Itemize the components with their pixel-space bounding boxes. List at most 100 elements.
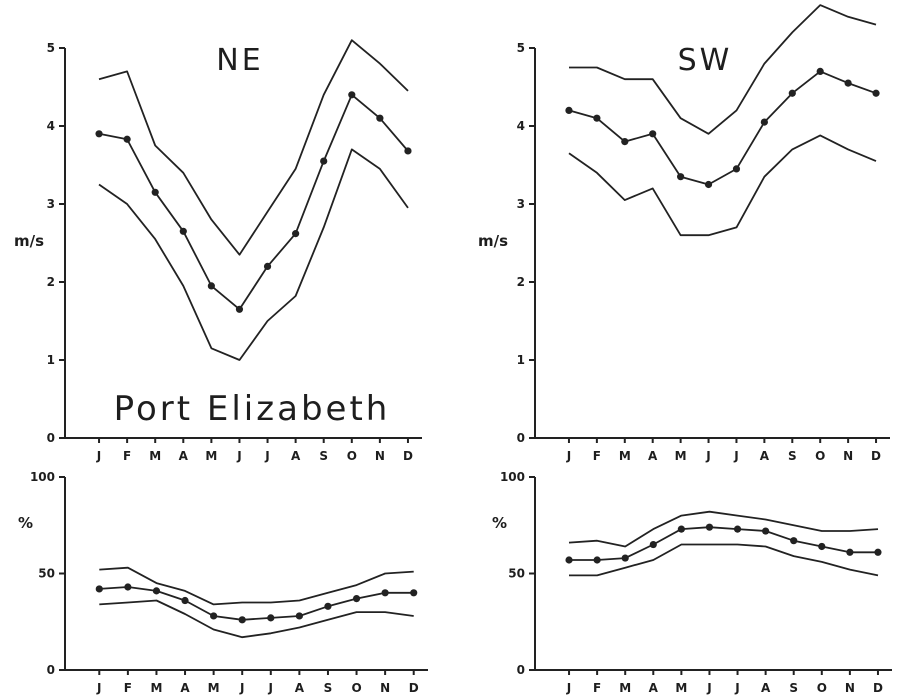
data-point (565, 106, 573, 114)
data-point (818, 542, 826, 551)
month-label: M (675, 681, 687, 695)
y-tick-label: 0 (517, 431, 525, 445)
month-label: D (871, 449, 881, 463)
series-line-upper (99, 566, 414, 606)
data-point (762, 527, 770, 535)
y-tick-label: 3 (47, 197, 55, 211)
month-label: A (180, 681, 190, 695)
data-point (790, 537, 798, 545)
y-tick-label: 4 (47, 119, 55, 133)
month-label: F (593, 449, 601, 463)
month-label: D (873, 681, 883, 695)
data-point (320, 157, 328, 165)
data-point (565, 556, 573, 564)
month-label: F (593, 681, 601, 695)
data-point (238, 616, 246, 624)
data-point (95, 585, 103, 593)
data-point (267, 614, 275, 622)
y-tick-label: 2 (517, 275, 525, 289)
data-point (874, 548, 882, 556)
month-label: D (403, 449, 413, 463)
ne_percent-panel: 0 50 100 J F M A M J J A S O N D% (18, 470, 428, 695)
data-point (235, 305, 244, 313)
data-point (376, 114, 384, 122)
data-point (593, 556, 601, 564)
month-label: F (123, 449, 131, 463)
data-point (732, 165, 741, 173)
data-point (152, 587, 161, 595)
month-label: J (705, 449, 710, 463)
data-point (123, 135, 131, 143)
data-point (263, 262, 272, 270)
data-point (816, 67, 824, 75)
month-label: M (149, 449, 161, 463)
y-axis-unit: % (492, 514, 507, 532)
month-label: A (760, 449, 770, 463)
series-line-upper (568, 510, 879, 548)
series-line-mean (99, 586, 414, 621)
month-label: O (347, 449, 357, 463)
data-point (733, 525, 742, 533)
month-label: A (648, 449, 658, 463)
series-line-upper (98, 39, 409, 256)
series-line-upper (569, 4, 877, 135)
month-label: A (649, 681, 659, 695)
panel-title: NE (216, 43, 263, 78)
series-line-mean (568, 70, 877, 186)
y-tick-label: 100 (500, 470, 525, 484)
month-label: M (675, 449, 687, 463)
data-point (649, 540, 657, 549)
y-tick-label: 4 (517, 119, 525, 133)
month-label: A (761, 681, 771, 695)
y-tick-label: 2 (47, 275, 55, 289)
data-point (872, 89, 880, 97)
month-label: J (239, 681, 244, 695)
ne_speed-panel: 0 1 2 3 4 5 J F M A M J J A S O N Dm/s NE (14, 39, 422, 463)
series-line-lower (568, 134, 877, 237)
y-tick-label: 100 (30, 470, 55, 484)
month-label: S (324, 681, 333, 695)
month-label: J (268, 681, 273, 695)
data-point (292, 230, 300, 238)
data-point (621, 138, 629, 146)
month-label: J (566, 681, 571, 695)
month-label: M (619, 681, 631, 695)
month-label: M (619, 449, 631, 463)
y-tick-label: 0 (47, 663, 55, 677)
data-point (207, 282, 215, 290)
month-label: F (124, 681, 132, 695)
month-label: J (96, 449, 101, 463)
data-point (95, 130, 103, 138)
data-point (846, 548, 854, 556)
y-tick-label: 50 (508, 567, 525, 581)
data-point (295, 612, 303, 620)
month-label: J (96, 681, 101, 695)
month-label: N (843, 449, 853, 463)
series-line-lower (99, 599, 414, 639)
month-label: O (351, 681, 361, 695)
month-label: A (179, 449, 189, 463)
month-label: O (815, 449, 825, 463)
month-label: J (264, 449, 269, 463)
data-point (677, 525, 685, 533)
series-line-lower (569, 543, 879, 577)
data-point (324, 602, 332, 610)
data-point (677, 173, 685, 181)
y-tick-label: 50 (38, 567, 55, 581)
data-point (151, 188, 159, 196)
sw_speed-panel: 0 1 2 3 4 5 J F M A M J J A S O N Dm/s SW (478, 4, 890, 463)
data-point (348, 91, 356, 99)
series-line-mean (98, 93, 409, 311)
data-point (760, 118, 768, 126)
sw_percent-panel: 0 50 100 J F M A M J J A S O N D% (492, 470, 892, 695)
data-point (210, 612, 218, 620)
month-label: N (375, 449, 385, 463)
data-point (593, 114, 601, 122)
month-label: J (734, 681, 739, 695)
month-label: J (236, 449, 241, 463)
month-label: M (208, 681, 220, 695)
month-label: S (789, 681, 798, 695)
data-point (181, 596, 189, 605)
month-label: J (706, 681, 711, 695)
